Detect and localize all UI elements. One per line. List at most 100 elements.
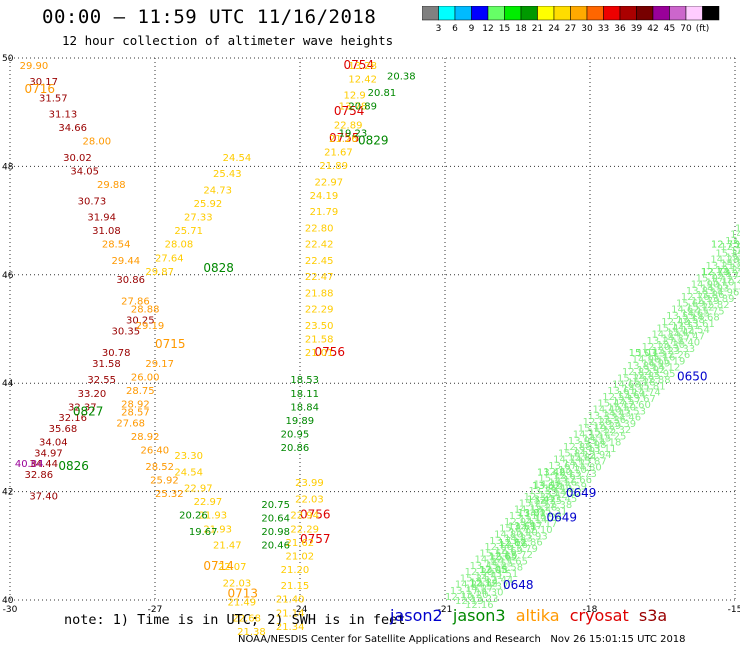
track-band-mark: 12.42 [720,242,740,253]
wave-height-label: 30.35 [112,326,141,337]
track-band-mark: 13.70 [558,465,587,476]
track-band-mark: 13.52 [735,240,740,251]
track-band-mark: 14.83 [504,534,533,545]
track-band-mark: 12.35 [534,496,563,507]
wave-height-label: 28.75 [126,386,155,397]
track-band-mark: 13.79 [509,544,538,555]
track-band-mark: 13.11 [588,444,617,455]
track-band-mark: 15.75 [617,373,646,384]
track-band-mark: 15.69 [676,298,705,309]
wave-height-label: 22.47 [305,272,334,283]
track-band-mark: 14.77 [563,459,592,470]
track-band-mark: 14.93 [701,284,730,295]
track-band-mark: 15.62 [489,552,518,563]
track-band-mark: 12.38 [544,500,573,511]
track-band-mark: 13.21 [706,261,735,272]
track-band-mark: 13.39 [529,486,558,497]
wave-height-label: 21.38 [237,627,266,638]
tick-labels: -30 -27 -24 -21 -18 -15 40 42 44 46 48 50 [2,54,740,615]
track-band-mark: 12.69 [494,546,523,557]
color-scale-label: 30 [581,24,593,34]
track-band-mark: 13.76 [499,540,528,551]
wave-height-label: 28.08 [165,240,194,251]
track-band-mark: 14.18 [514,505,543,516]
track-band-mark: 12.88 [642,375,671,386]
wave-height-label: 22.42 [305,240,334,251]
wave-height-label: 21.20 [281,565,310,576]
wave-height-label: 20.75 [261,500,290,511]
wave-height-label: 32.86 [25,470,54,481]
track-band-mark: 13.55 [666,311,695,322]
wave-height-label: 22.97 [194,497,223,508]
color-scale-label: 24 [548,24,560,34]
pass-time-label: 0828 [203,261,234,275]
wave-height-label: 28.92 [131,432,160,443]
pass-time-label: 0715 [155,337,186,351]
wave-height-label: 34.05 [70,167,99,178]
wave-height-label: 26.00 [131,372,160,383]
track-band-mark: 12.32 [524,492,553,503]
track-band-mark: 15.37 [480,581,509,592]
track-band-mark: 12.63 [553,471,582,482]
track-band-mark: 13.23 [470,594,499,605]
wave-height-label: 20.38 [387,72,416,83]
pass-time-label: 0754 [334,104,365,118]
wave-height-label: 24.73 [203,186,232,197]
wave-height-label: 31.57 [39,93,68,104]
track-band-mark: 12.72 [504,550,533,561]
track-band-mark: 15.59 [558,481,587,492]
track-band-mark: 15.93 [519,531,548,542]
wave-height-label: 22.03 [295,494,324,505]
track-band-mark: 13.36 [598,415,627,426]
track-band-mark: 12.13 [455,596,484,607]
wave-height-label: 21.26 [329,134,358,145]
track-band-mark: 14.99 [642,359,671,370]
track-band-mark: 14.96 [711,288,740,299]
wave-height-label: 22.29 [305,305,334,316]
wave-height-label: 12.65 [489,551,518,562]
track-band-mark: 13.42 [539,490,568,501]
track-band-mark: 15.41 [656,323,685,334]
track-band-mark: 14.74 [553,455,582,466]
wave-height-label: 29.88 [97,180,126,191]
track-band-mark: 15.38 [725,252,740,263]
y-tick-label-2: 44 [2,379,14,389]
data-points: 0754 0754 0755 0756 0756 0757 30.17 31.57 31.13 3… [15,58,740,638]
wave-height-label: 12.62 [498,538,527,549]
track-band-mark: 15.13 [637,348,666,359]
track-band-mark: 12.16 [465,600,494,611]
track-band-mark: 13.95 [647,369,676,380]
track-band-mark: 15.56 [548,477,577,488]
pass-time-label: 0756 [300,508,331,522]
track-band-mark: 12.29 [593,421,622,432]
track-band-mark: 12.91 [573,446,602,457]
track-band-mark: 15.25 [598,431,627,442]
track-band-mark: 12.10 [445,592,474,603]
track-band-mark: 15.81 [558,448,587,459]
x-tick-label-2: -24 [293,605,308,615]
track-band-mark: 15.47 [676,331,705,342]
wave-height-label: 29.90 [20,61,49,72]
track-band-mark: 13.33 [588,411,617,422]
y-tick-label-1: 42 [2,488,13,498]
track-band-mark: 15.22 [588,427,617,438]
wave-height-label: 12.73 [701,267,730,278]
track-band-mark: 13.73 [489,536,518,547]
wave-height-label: 22.29 [290,524,319,535]
track-band-mark: 14.24 [455,580,484,591]
track-band-mark: 14.68 [691,313,720,324]
track-band-mark: 13.95 [568,436,597,447]
x-tick-label-5: -15 [728,605,740,615]
wave-height-label: 27.64 [155,253,184,264]
track-band-mark: 15.19 [578,423,607,434]
track-band-mark: 15.31 [460,573,489,584]
wave-height-label: 21.47 [213,541,242,552]
wave-height-label: 20.89 [348,101,377,112]
track-band-mark: 12.26 [583,417,612,428]
wave-height-label: 21.49 [228,597,257,608]
wave-height-label: 31.94 [87,213,116,224]
wave-height-label: 31.08 [92,226,121,237]
track-band-mark: 12.94 [583,450,612,461]
track-band-mark: 12.10 [524,525,553,536]
wave-height-label: 22.89 [334,120,363,131]
